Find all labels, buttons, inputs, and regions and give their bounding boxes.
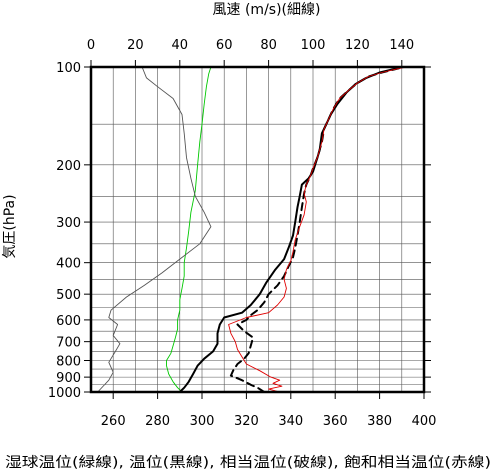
y-tick-label: 1000 bbox=[48, 386, 81, 401]
grid bbox=[90, 66, 425, 393]
top-axis-title: 風速 (m/s)(細線) bbox=[213, 2, 321, 18]
y-axis-title: 気圧(hPa) bbox=[2, 194, 18, 258]
bottom-tick-label: 380 bbox=[367, 414, 392, 429]
y-tick-label: 500 bbox=[56, 288, 81, 303]
bottom-axis-title: 湿球温位(緑線), 温位(黒線), 相当温位(破線), 飽和相当温位(赤線) bbox=[5, 454, 491, 471]
series-line-3 bbox=[228, 66, 407, 393]
series-line-4 bbox=[97, 66, 212, 393]
y-tick-label: 400 bbox=[56, 257, 81, 272]
bottom-tick-label: 340 bbox=[278, 414, 303, 429]
bottom-tick-label: 400 bbox=[412, 414, 437, 429]
y-tick-label: 900 bbox=[56, 371, 81, 386]
bottom-tick-label: 300 bbox=[190, 414, 215, 429]
top-tick-label: 140 bbox=[389, 38, 414, 53]
y-tick-label: 200 bbox=[56, 159, 81, 174]
top-tick-label: 0 bbox=[87, 38, 95, 53]
top-tick-label: 100 bbox=[301, 38, 326, 53]
top-tick-label: 60 bbox=[216, 38, 233, 53]
bottom-tick-label: 280 bbox=[145, 414, 170, 429]
top-tick-label: 120 bbox=[345, 38, 370, 53]
bottom-tick-label: 360 bbox=[323, 414, 348, 429]
top-tick-label: 80 bbox=[260, 38, 277, 53]
y-tick-label: 600 bbox=[56, 314, 81, 329]
y-tick-label: 300 bbox=[56, 216, 81, 231]
y-tick-label: 800 bbox=[56, 355, 81, 370]
series-line-0 bbox=[166, 66, 212, 393]
top-tick-label: 20 bbox=[127, 38, 144, 53]
y-tick-label: 700 bbox=[56, 336, 81, 351]
y-tick-label: 100 bbox=[56, 61, 81, 76]
bottom-tick-label: 260 bbox=[101, 414, 126, 429]
plot-frame bbox=[89, 65, 426, 394]
bottom-tick-label: 320 bbox=[234, 414, 259, 429]
top-tick-label: 40 bbox=[172, 38, 189, 53]
series-line-2 bbox=[229, 66, 405, 393]
plot-series bbox=[97, 66, 407, 393]
